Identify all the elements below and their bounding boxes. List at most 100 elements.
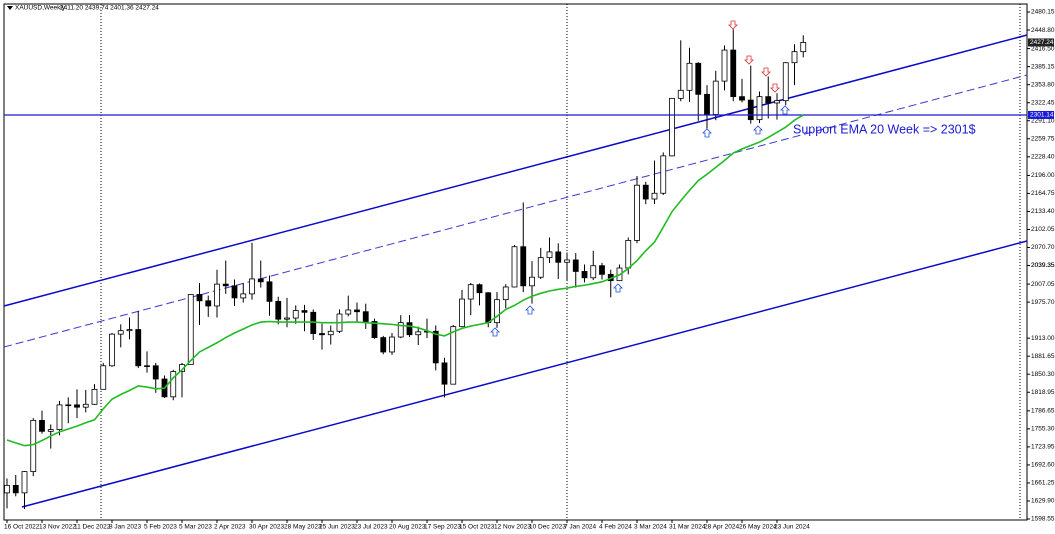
y-tick-label: 2416.50 <box>1031 45 1055 52</box>
candle-body <box>625 240 632 269</box>
candle-body <box>249 278 255 295</box>
candle-body <box>677 89 684 99</box>
y-tick-label: 1850.30 <box>1031 371 1055 378</box>
candle-body <box>109 333 115 367</box>
candle-body <box>747 99 754 121</box>
candle-body <box>319 333 325 336</box>
candle-body <box>485 292 492 324</box>
candle-body <box>494 299 500 324</box>
y-tick-label: 2322.45 <box>1031 99 1055 106</box>
candle-body <box>135 329 142 367</box>
candle-body <box>450 326 457 385</box>
candle-body <box>546 251 553 259</box>
y-tick-label: 1881.65 <box>1031 353 1055 360</box>
down-arrow <box>728 20 738 30</box>
candle-body <box>502 286 509 301</box>
candle-body <box>152 365 159 380</box>
x-tick-label: 17 Sep 2023 <box>424 524 461 531</box>
candle-body <box>4 484 10 494</box>
candle-body <box>12 484 19 494</box>
candle-body <box>39 419 45 432</box>
y-tick-label: 2007.05 <box>1031 281 1055 288</box>
candle-body <box>214 283 220 307</box>
candle-body <box>537 257 544 278</box>
up-arrow <box>702 128 712 138</box>
channel-mid <box>3 74 1028 348</box>
x-tick-label: 31 Mar 2024 <box>669 524 706 531</box>
menu-triangle <box>7 6 13 10</box>
up-arrow <box>753 125 763 135</box>
x-tick-label: 15 Oct 2023 <box>459 524 495 531</box>
y-tick-label: 2102.05 <box>1031 226 1055 233</box>
candle-body <box>345 309 352 315</box>
up-arrow <box>490 327 500 337</box>
down-arrow <box>761 67 771 77</box>
y-tick-label: 1818.95 <box>1031 389 1055 396</box>
up-arrow <box>613 283 623 293</box>
candle-body <box>222 283 229 287</box>
x-tick-label: 4 Feb 2024 <box>599 524 632 531</box>
candle-body <box>56 404 63 431</box>
candle-body <box>301 310 308 313</box>
candle-body <box>187 294 194 366</box>
y-tick-label: 1692.60 <box>1031 462 1055 469</box>
candle-body <box>126 329 133 332</box>
candle-body <box>292 310 299 319</box>
candle-body <box>651 192 658 200</box>
y-tick-label: 2259.75 <box>1031 135 1055 142</box>
x-tick-label: 2 Apr 2023 <box>214 524 246 531</box>
candle-body <box>564 259 570 263</box>
x-tick-label: 13 Nov 2022 <box>39 524 76 531</box>
up-arrow <box>780 105 790 115</box>
candle-body <box>555 251 562 263</box>
candle-body <box>91 388 98 405</box>
x-tick-label: 23 Jul 2023 <box>354 524 388 531</box>
candle-body <box>739 96 745 101</box>
candle-body <box>669 97 675 157</box>
candle-body <box>520 246 527 287</box>
x-tick-label: 3 Mar 2024 <box>634 524 667 531</box>
y-tick-label: 2228.40 <box>1031 154 1055 161</box>
x-tick-label: 28 Apr 2024 <box>704 524 739 531</box>
x-tick-label: 25 Jun 2023 <box>319 524 355 531</box>
x-tick-label: 20 Aug 2023 <box>389 524 426 531</box>
y-tick-label: 1913.00 <box>1031 335 1055 342</box>
y-tick-label: 1723.95 <box>1031 444 1055 451</box>
y-tick-label: 2070.70 <box>1031 244 1055 251</box>
y-tick-label: 2133.40 <box>1031 208 1055 215</box>
x-tick-label: 30 Apr 2023 <box>249 524 284 531</box>
candle-body <box>459 298 465 328</box>
x-tick-label: 23 Jun 2024 <box>774 524 810 531</box>
x-tick-label: 10 Dec 2023 <box>529 524 566 531</box>
candle-body <box>231 285 238 299</box>
y-tick-label: 1598.55 <box>1031 516 1055 523</box>
candle-body <box>380 337 387 353</box>
x-tick-label: 5 Feb 2023 <box>144 524 177 531</box>
chart-title: XAUUSD,Weekly <box>15 5 66 12</box>
candle-body <box>572 259 579 272</box>
y-tick-label: 2039.35 <box>1031 262 1055 269</box>
candle-body <box>240 293 247 299</box>
y-tick-label: 1755.30 <box>1031 426 1055 433</box>
candle-body <box>170 371 177 398</box>
x-tick-label: 8 Jan 2023 <box>109 524 142 531</box>
candle-body <box>730 49 737 98</box>
x-tick-label: 28 May 2023 <box>284 524 322 531</box>
candle-body <box>581 271 588 279</box>
candle-body <box>406 322 413 336</box>
sell-arrows <box>728 20 780 93</box>
candle-body <box>529 276 535 287</box>
candle-body <box>266 281 273 302</box>
candle-body <box>704 93 710 115</box>
candle-body <box>642 184 649 200</box>
candle-body <box>467 284 474 300</box>
candle-body <box>117 330 124 335</box>
y-tick-label: 1661.25 <box>1031 480 1055 487</box>
candle-body <box>362 311 369 322</box>
y-tick-label: 1629.90 <box>1031 498 1055 505</box>
candle-body <box>144 365 150 367</box>
y-tick-label: 2039.35 <box>1031 262 1055 269</box>
x-tick-label: 26 May 2024 <box>739 524 777 531</box>
up-arrow <box>525 305 535 315</box>
